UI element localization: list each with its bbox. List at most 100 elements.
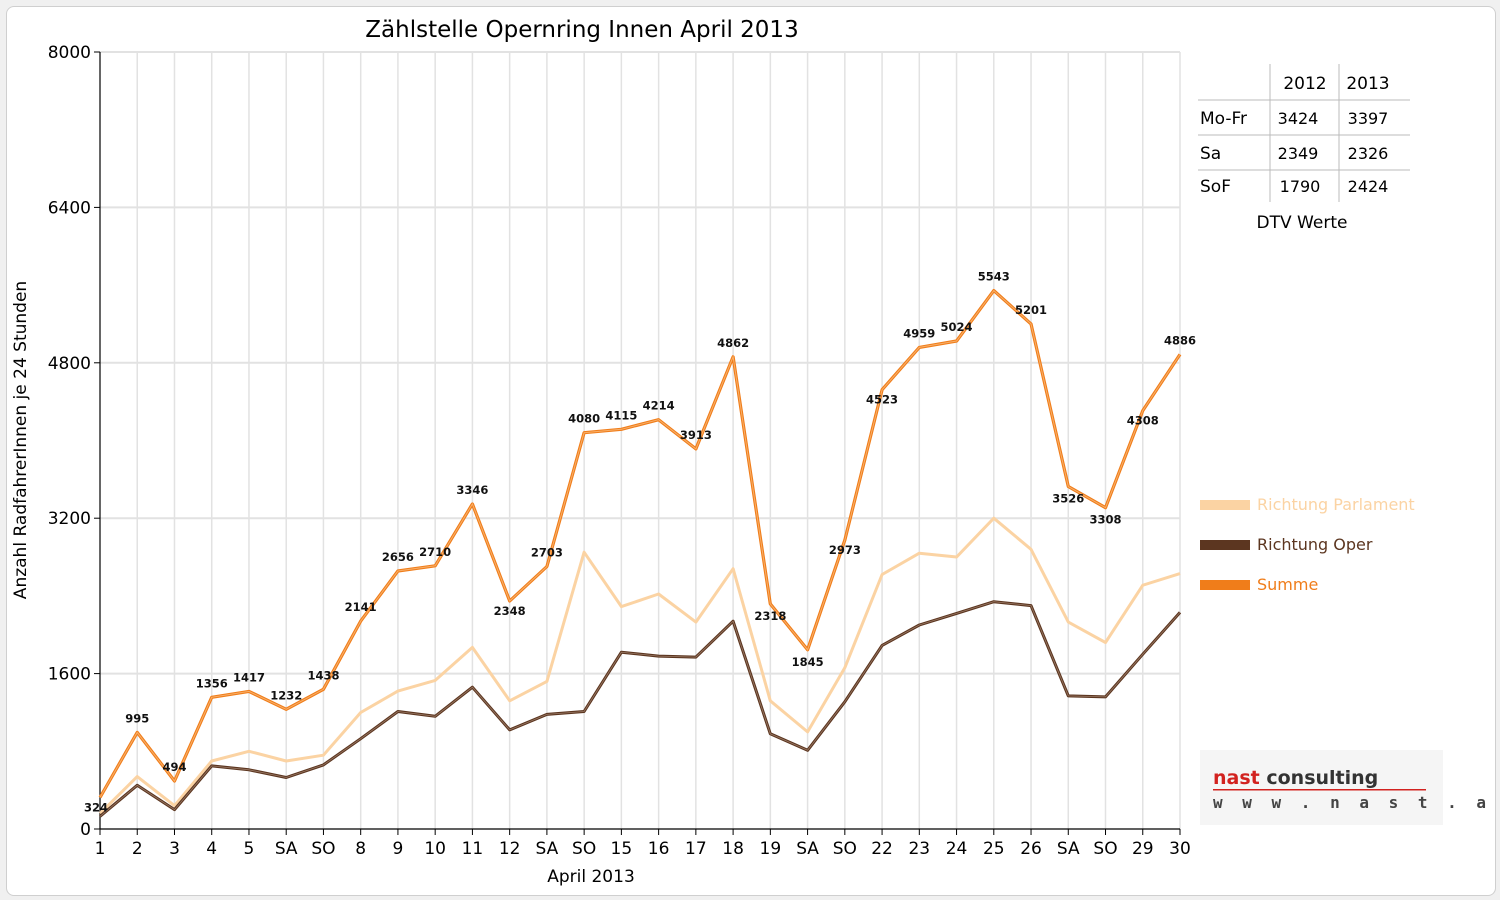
data-label: 4523 (866, 393, 898, 407)
x-tick-label: 16 (648, 839, 670, 859)
logo-name: nast consulting (1213, 767, 1378, 789)
x-tick-label: SO (1093, 839, 1117, 859)
y-tick-label: 8000 (48, 43, 91, 63)
dtv-row-label: Mo-Fr (1200, 109, 1247, 129)
chart-title: Zählstelle Opernring Innen April 2013 (365, 17, 798, 43)
data-label: 1438 (307, 668, 339, 682)
x-tick-label: SA (1057, 839, 1080, 859)
data-label: 3913 (680, 428, 712, 442)
chart-frame (6, 6, 1496, 896)
data-label: 4214 (643, 399, 675, 413)
x-tick-label: 5 (244, 839, 255, 859)
logo-rule (1213, 789, 1426, 791)
x-tick-label: 24 (946, 839, 968, 859)
x-tick-label: 19 (760, 839, 782, 859)
data-label: 494 (162, 760, 186, 774)
y-ticks: 0 1600 3200 4800 6400 8000 (48, 43, 100, 840)
series-line-highlight (99, 601, 1181, 817)
data-label: 4308 (1127, 414, 1159, 428)
x-tick-label: 17 (685, 839, 707, 859)
legend: Richtung Parlament Richtung Oper Summe (1200, 495, 1415, 594)
dtv-row-label: Sa (1200, 144, 1221, 164)
dtv-row-label: SoF (1200, 177, 1231, 197)
data-label: 2656 (382, 550, 414, 564)
legend-swatch-oper (1200, 540, 1250, 550)
data-label: 4959 (903, 326, 935, 340)
data-label: 1232 (270, 688, 302, 702)
x-tick-label: 4 (206, 839, 217, 859)
data-label: 1356 (196, 676, 228, 690)
data-label: 2348 (494, 604, 526, 618)
x-tick-label: 29 (1132, 839, 1154, 859)
series-line-richtung-parlament (98, 516, 1181, 815)
axes (99, 52, 1180, 830)
data-label: 4115 (605, 408, 637, 422)
x-tick-label: 1 (95, 839, 106, 859)
grid (100, 51, 1181, 829)
data-label: 5024 (941, 320, 973, 334)
dtv-cell: 2326 (1348, 144, 1389, 163)
y-axis-label: Anzahl RadfahrerInnen je 24 Stunden (11, 281, 31, 599)
y-tick-label: 4800 (48, 354, 91, 374)
x-tick-label: 30 (1169, 839, 1191, 859)
data-label: 3526 (1052, 492, 1084, 506)
data-label: 4862 (717, 336, 749, 350)
legend-label-parlament: Richtung Parlament (1257, 495, 1415, 514)
x-tick-label: 10 (424, 839, 446, 859)
dtv-cell: 3424 (1278, 109, 1319, 128)
data-label: 5543 (978, 270, 1010, 284)
data-label: 1417 (233, 670, 265, 684)
data-label: 2710 (419, 545, 451, 559)
data-label: 995 (125, 711, 149, 725)
data-label: 2973 (829, 543, 861, 557)
x-axis-label: April 2013 (547, 867, 635, 887)
x-tick-label: SO (311, 839, 335, 859)
y-tick-label: 6400 (48, 198, 91, 218)
legend-label-summe: Summe (1257, 575, 1318, 594)
x-tick-label: 9 (393, 839, 404, 859)
y-tick-label: 0 (80, 820, 91, 840)
x-ticks: 1 2 3 4 5 SA SO 8 9 10 11 12 SA SO 15 16 17 18 19 SA SO 22 23 2… (95, 829, 1191, 859)
dtv-header-2013: 2013 (1346, 74, 1389, 94)
data-label: 4080 (568, 412, 600, 426)
dtv-table: 2012 2013 Mo-Fr 3424 3397 Sa 2349 2326 S… (1198, 64, 1410, 233)
dtv-caption: DTV Werte (1257, 213, 1348, 233)
logo-url: w w w . n a s t . a t (1213, 793, 1500, 812)
x-tick-label: SO (833, 839, 857, 859)
dtv-cell: 1790 (1280, 177, 1321, 196)
dtv-header-2012: 2012 (1283, 74, 1326, 94)
data-label: 5201 (1015, 303, 1047, 317)
y-tick-label: 1600 (48, 665, 91, 685)
x-tick-label: 26 (1020, 839, 1042, 859)
x-tick-label: 25 (983, 839, 1005, 859)
series-lines (98, 289, 1182, 818)
dtv-cell: 2349 (1278, 144, 1319, 163)
data-label: 4886 (1164, 333, 1196, 347)
x-tick-label: SA (536, 839, 559, 859)
series-line-summe (98, 289, 1182, 799)
x-tick-label: 22 (871, 839, 893, 859)
y-tick-label: 3200 (48, 509, 91, 529)
x-tick-label: 15 (611, 839, 633, 859)
x-tick-label: SA (275, 839, 298, 859)
nast-logo: nast consulting w w w . n a s t . a t (1200, 750, 1500, 825)
x-tick-label: SO (572, 839, 596, 859)
data-label: 2318 (754, 609, 786, 623)
logo-background (1200, 750, 1443, 825)
x-tick-label: 12 (499, 839, 521, 859)
x-tick-label: 18 (722, 839, 744, 859)
data-label: 324 (84, 801, 108, 815)
data-label: 2141 (345, 600, 377, 614)
data-label: 3308 (1090, 513, 1122, 527)
legend-label-oper: Richtung Oper (1257, 535, 1373, 554)
x-tick-label: 8 (355, 839, 366, 859)
x-tick-label: 11 (462, 839, 484, 859)
series-line-highlight (99, 289, 1181, 798)
dtv-cell: 3397 (1348, 109, 1389, 128)
x-tick-label: 3 (169, 839, 180, 859)
x-tick-label: 2 (132, 839, 143, 859)
legend-swatch-summe (1200, 580, 1250, 590)
data-label: 1845 (792, 655, 824, 669)
data-labels: 324 995 494 1356 1417 1232 1438 2141 2656 2710 334… (84, 270, 1196, 815)
